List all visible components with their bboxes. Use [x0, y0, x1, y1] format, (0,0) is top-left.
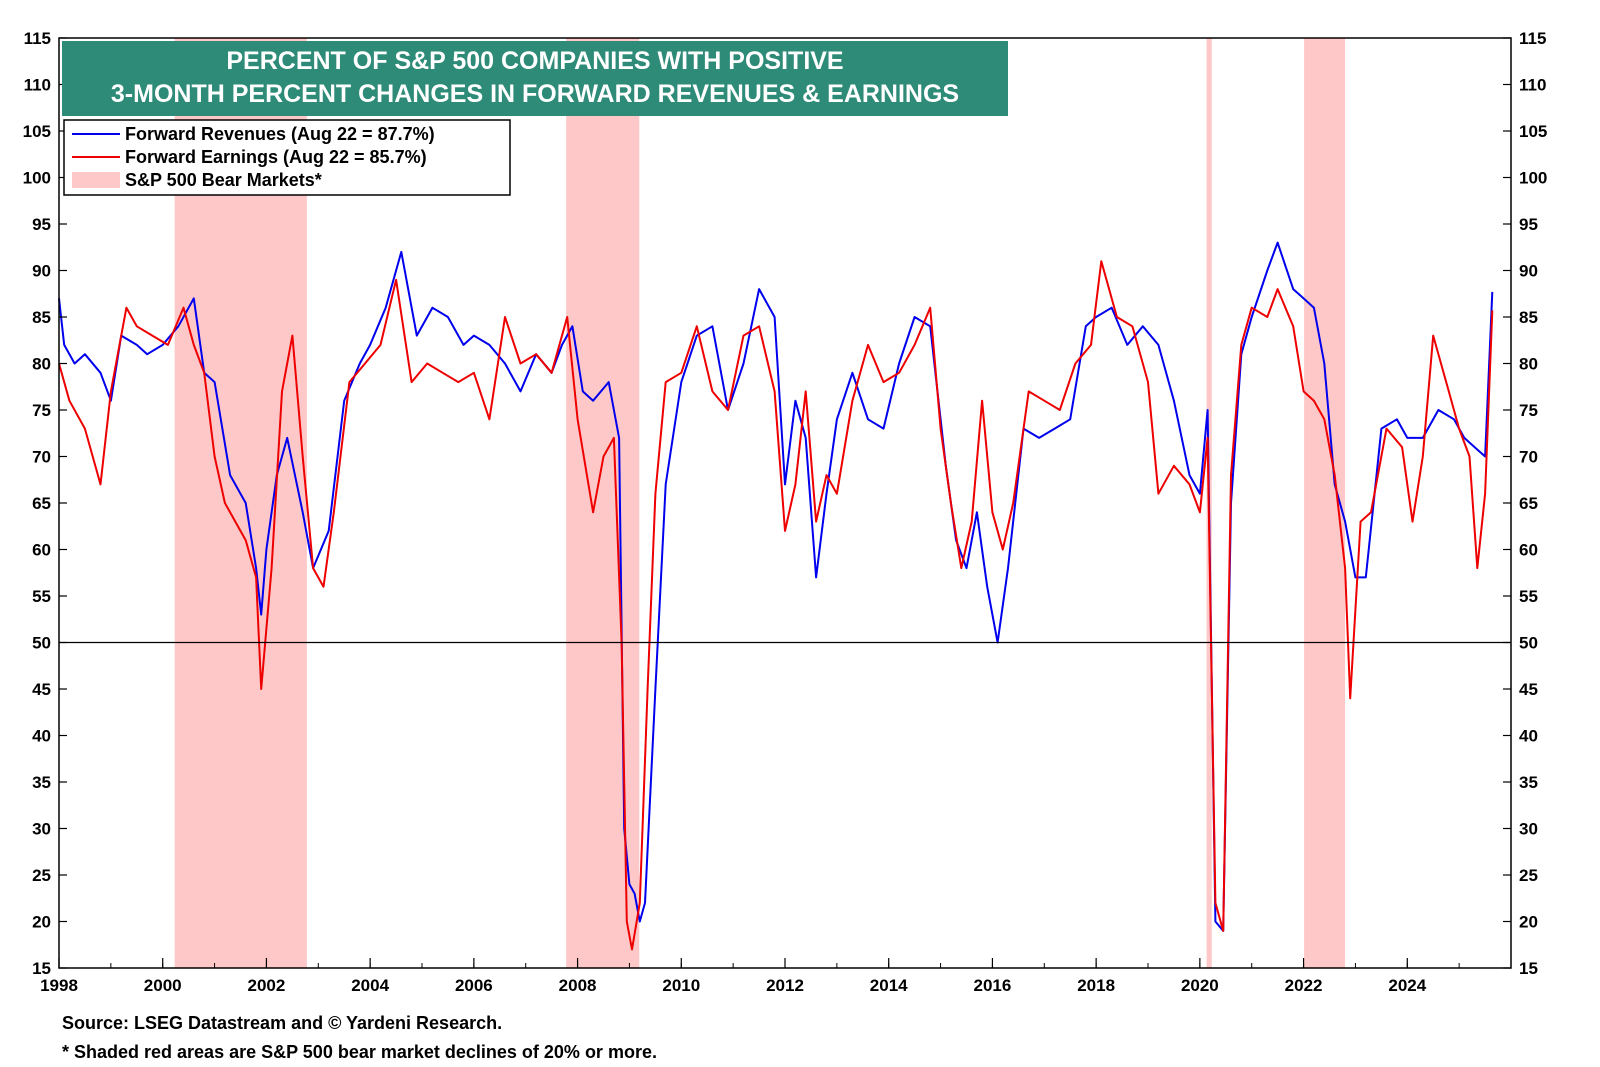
- y-tick-label-left: 90: [32, 262, 51, 281]
- y-axis-right: 15 20 25 30 35 40 45 50 55 60 65 70 75 80 85 90 95 100 105…: [1503, 29, 1547, 978]
- y-tick-label-right: 85: [1519, 308, 1538, 327]
- x-tick-label: 2000: [144, 976, 182, 995]
- y-tick-label-left: 70: [32, 448, 51, 467]
- y-tick-label-right: 45: [1519, 680, 1538, 699]
- x-tick-label: 2024: [1388, 976, 1426, 995]
- y-tick-label-right: 25: [1519, 866, 1538, 885]
- x-tick-label: 2022: [1285, 976, 1323, 995]
- y-tick-label-left: 65: [32, 494, 51, 513]
- legend-box: [63, 119, 511, 196]
- x-tick-label: 2008: [559, 976, 597, 995]
- legend-label-revenues: Forward Revenues (Aug 22 = 87.7%): [125, 124, 435, 144]
- y-tick-label-right: 90: [1519, 262, 1538, 281]
- x-tick-label: 2014: [870, 976, 908, 995]
- y-tick-label-right: 20: [1519, 913, 1538, 932]
- x-tick-label: 2010: [662, 976, 700, 995]
- bear-market-footnote: * Shaded red areas are S&P 500 bear mark…: [62, 1042, 657, 1062]
- series-line-forward-earnings: [58, 260, 1494, 951]
- legend-label-earnings: Forward Earnings (Aug 22 = 85.7%): [125, 147, 427, 167]
- x-tick-label: 2012: [766, 976, 804, 995]
- x-tick-label: 2006: [455, 976, 493, 995]
- y-tick-label-left: 105: [23, 122, 51, 141]
- legend-swatch-bear-markets: [72, 172, 120, 188]
- y-tick-label-left: 15: [32, 959, 51, 978]
- y-tick-label-right: 110: [1519, 76, 1546, 95]
- y-tick-label-right: 70: [1519, 448, 1538, 467]
- y-tick-label-left: 35: [32, 773, 51, 792]
- x-tick-label: 2002: [248, 976, 286, 995]
- y-tick-label-left: 100: [23, 169, 51, 188]
- source-note: Source: LSEG Datastream and © Yardeni Re…: [62, 1013, 503, 1033]
- y-tick-label-right: 100: [1519, 169, 1547, 188]
- y-tick-label-right: 40: [1519, 727, 1538, 746]
- title-banner: [62, 41, 1008, 116]
- y-tick-label-left: 60: [32, 541, 51, 560]
- y-tick-label-right: 105: [1519, 122, 1547, 141]
- y-tick-label-left: 30: [32, 820, 51, 839]
- series-line-forward-revenues: [58, 241, 1494, 932]
- y-tick-label-left: 55: [32, 587, 51, 606]
- y-tick-label-left: 20: [32, 913, 51, 932]
- y-tick-label-left: 75: [32, 401, 51, 420]
- x-tick-label: 2018: [1077, 976, 1115, 995]
- y-tick-label-right: 80: [1519, 355, 1538, 374]
- y-tick-label-left: 50: [32, 634, 51, 653]
- y-tick-label-left: 80: [32, 355, 51, 374]
- y-tick-label-right: 75: [1519, 401, 1538, 420]
- y-tick-label-left: 95: [32, 215, 51, 234]
- y-tick-label-right: 50: [1519, 634, 1538, 653]
- y-tick-label-right: 15: [1519, 959, 1538, 978]
- x-tick-label: 1998: [40, 976, 78, 995]
- y-tick-label-right: 95: [1519, 215, 1538, 234]
- y-tick-label-right: 30: [1519, 820, 1538, 839]
- y-tick-label-left: 110: [24, 76, 51, 95]
- y-tick-label-right: 55: [1519, 587, 1538, 606]
- x-axis: 1998 2000 2002 2004 2006 2008 2010 2012 2014 2016…: [40, 958, 1512, 995]
- y-tick-label-right: 60: [1519, 541, 1538, 560]
- y-tick-label-left: 25: [32, 866, 51, 885]
- series-lines: [58, 241, 1494, 951]
- y-axis-left: 15 20 25 30 35 40 45 50 55 60 65 70 75 80 85 90 95 100 105…: [23, 29, 67, 978]
- y-tick-label-left: 40: [32, 727, 51, 746]
- title-line-2: 3-MONTH PERCENT CHANGES IN FORWARD REVEN…: [111, 80, 959, 108]
- y-tick-label-right: 65: [1519, 494, 1538, 513]
- x-tick-label: 2016: [974, 976, 1012, 995]
- chart-title: PERCENT OF S&P 500 COMPANIES WITH POSITI…: [62, 41, 1008, 116]
- y-tick-label-left: 85: [32, 308, 51, 327]
- y-tick-label-left: 115: [24, 29, 51, 48]
- x-tick-label: 2004: [351, 976, 389, 995]
- y-tick-label-right: 35: [1519, 773, 1538, 792]
- legend: Forward Revenues (Aug 22 = 87.7%) Forwar…: [63, 119, 511, 196]
- bear-market-band-2: [566, 38, 640, 968]
- y-tick-label-right: 115: [1519, 29, 1546, 48]
- x-tick-label: 2020: [1181, 976, 1219, 995]
- y-tick-label-left: 45: [32, 680, 51, 699]
- title-line-1: PERCENT OF S&P 500 COMPANIES WITH POSITI…: [226, 47, 843, 75]
- legend-label-bear-markets: S&P 500 Bear Markets*: [125, 170, 322, 190]
